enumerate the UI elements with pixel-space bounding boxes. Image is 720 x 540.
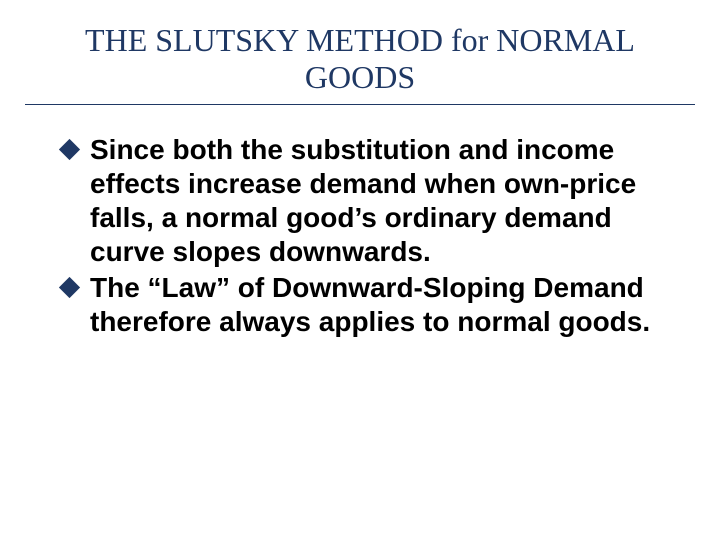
slide: THE SLUTSKY METHOD for NORMAL GOODS Sinc… [0, 0, 720, 540]
bullet-text: Since both the substitution and income e… [90, 134, 636, 267]
bullet-item: Since both the substitution and income e… [62, 133, 665, 270]
slide-body: Since both the substitution and income e… [0, 105, 720, 340]
diamond-bullet-icon [59, 138, 80, 159]
diamond-bullet-icon [59, 277, 80, 298]
slide-title: THE SLUTSKY METHOD for NORMAL GOODS [0, 0, 720, 96]
bullet-text: The “Law” of Downward-Sloping Demand the… [90, 272, 650, 337]
bullet-item: The “Law” of Downward-Sloping Demand the… [62, 271, 665, 339]
